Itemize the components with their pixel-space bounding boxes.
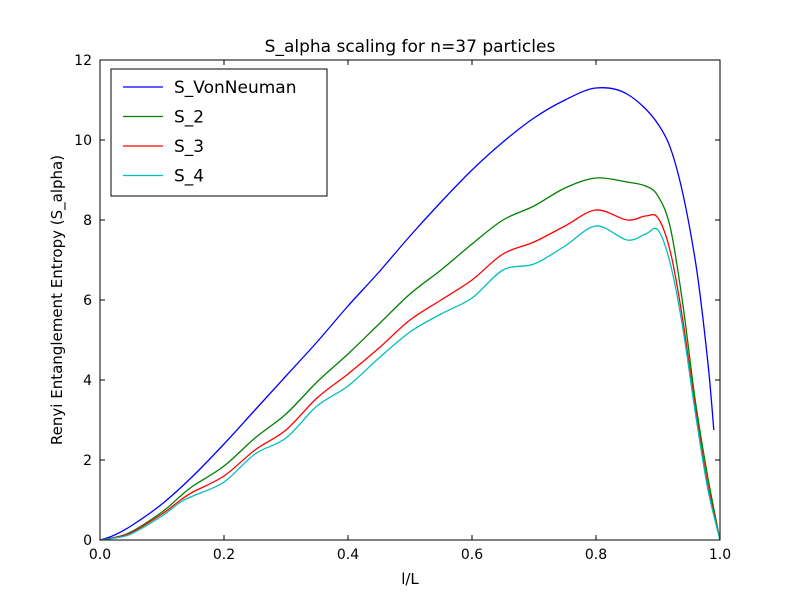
y-tick-label: 12 (74, 53, 92, 69)
y-tick-label: 4 (83, 373, 92, 389)
series-line-s-2 (100, 177, 720, 540)
series-layer (100, 87, 720, 540)
legend-label: S_VonNeuman (174, 78, 296, 98)
legend-label: S_3 (174, 137, 204, 157)
legend-label: S_4 (174, 167, 204, 187)
y-tick-label: 0 (83, 533, 92, 549)
x-tick-label: 0.0 (89, 547, 111, 563)
legend-label: S_2 (174, 108, 204, 128)
legend-box (110, 68, 328, 197)
series-line-s-vonneuman (100, 87, 715, 540)
x-tick-label: 0.6 (461, 547, 483, 563)
y-tick-label: 6 (83, 293, 92, 309)
axes-layer: 0.0 0.2 0.4 0.6 0.8 1.0 0 2 4 6 8 10 12 (74, 53, 731, 563)
x-tick-label: 0.4 (337, 547, 359, 563)
y-tick-label: 8 (83, 213, 92, 229)
legend: S_VonNeuman S_2 S_3 S_4 (110, 68, 328, 197)
x-axis-title: l/L (401, 570, 419, 588)
series-line-s-3 (100, 209, 720, 540)
x-tick-label: 1.0 (709, 547, 731, 563)
y-axis-title: Renyi Entanglement Entropy (S_alpha) (48, 155, 67, 445)
x-tick-label: 0.8 (585, 547, 607, 563)
y-tick-label: 10 (74, 133, 92, 149)
x-tick-label: 0.2 (213, 547, 235, 563)
series-line-s-4 (100, 225, 720, 540)
chart-title: S_alpha scaling for n=37 particles (265, 37, 556, 57)
y-tick-label: 2 (83, 453, 92, 469)
